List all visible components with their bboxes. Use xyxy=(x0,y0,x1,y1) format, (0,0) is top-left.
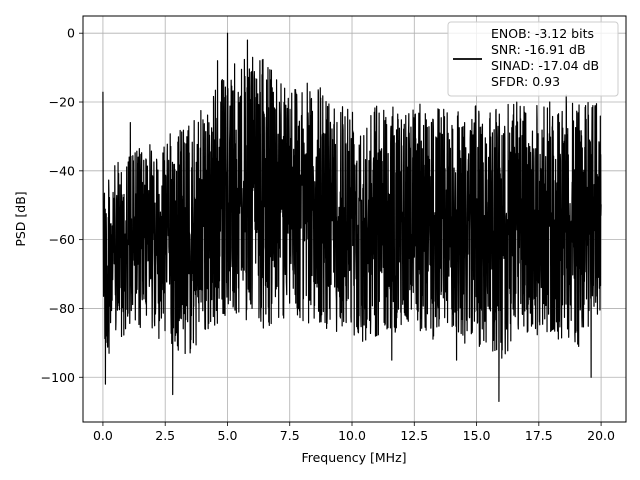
legend-entry-snr: SNR: -16.91 dB xyxy=(491,42,586,57)
x-axis-label: Frequency [MHz] xyxy=(301,450,406,465)
x-tick-label: 7.5 xyxy=(280,428,300,443)
x-tick-label: 10.0 xyxy=(338,428,366,443)
legend: ENOB: -3.12 bits SNR: -16.91 dB SINAD: -… xyxy=(447,21,619,97)
psd-series xyxy=(102,32,602,402)
plot-area xyxy=(102,32,602,402)
legend-box xyxy=(447,21,619,97)
y-tick-label: 0 xyxy=(67,26,75,41)
x-tick-label: 20.0 xyxy=(587,428,615,443)
legend-entry-sinad: SINAD: -17.04 dB xyxy=(491,58,599,73)
x-tick-label: 12.5 xyxy=(400,428,428,443)
x-tick-label: 17.5 xyxy=(525,428,553,443)
y-tick-label: −100 xyxy=(41,370,75,385)
x-tick-label: 5.0 xyxy=(218,428,238,443)
x-tick-label: 15.0 xyxy=(463,428,491,443)
y-tick-label: −60 xyxy=(49,232,75,247)
x-tick-label: 0.0 xyxy=(93,428,113,443)
y-tick-label: −20 xyxy=(49,95,75,110)
legend-entry-enob: ENOB: -3.12 bits xyxy=(491,26,594,41)
x-axis: 0.0 2.5 5.0 7.5 10.0 12.5 15.0 17.5 20.0 xyxy=(93,422,615,443)
y-tick-label: −80 xyxy=(49,301,75,316)
y-axis-label: PSD [dB] xyxy=(13,191,28,246)
y-tick-label: −40 xyxy=(49,163,75,178)
legend-entry-sfdr: SFDR: 0.93 xyxy=(491,74,560,89)
x-tick-label: 2.5 xyxy=(155,428,175,443)
plot-frame xyxy=(82,15,627,423)
psd-series-line xyxy=(102,32,602,402)
y-axis: 0 −20 −40 −60 −80 −100 xyxy=(41,26,83,385)
